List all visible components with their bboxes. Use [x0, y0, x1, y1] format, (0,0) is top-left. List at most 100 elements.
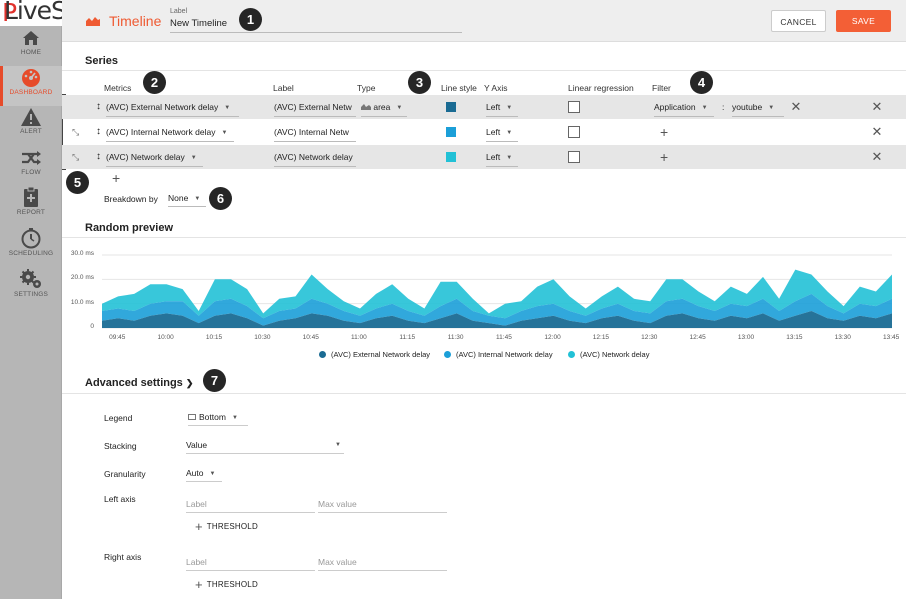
y-axis-select[interactable]: Left ▼ — [486, 98, 518, 117]
x-tick-label: 11:15 — [399, 334, 416, 341]
left-axis-add-threshold-button[interactable]: + THRESHOLD — [195, 519, 258, 534]
sidebar-item-report[interactable]: REPORT — [0, 186, 62, 226]
filter-field-select[interactable]: Application ▼ — [654, 98, 714, 117]
sidebar-item-dashboard[interactable]: DASHBOARD — [0, 66, 62, 106]
chevron-down-icon: ▼ — [221, 130, 228, 136]
y-axis-select[interactable]: Left ▼ — [486, 148, 518, 167]
main-content: Timeline Label New Timeline CANCEL SAVE … — [62, 0, 906, 599]
line-style-swatch[interactable] — [446, 102, 456, 112]
annotation-badge: 1 — [239, 8, 262, 31]
remove-filter-icon[interactable]: ✕ — [790, 99, 802, 114]
y-axis-select[interactable]: Left ▼ — [486, 123, 518, 142]
series-row: ↕ (AVC) External Network delay ▼ (AVC) Ex… — [62, 95, 906, 119]
save-button[interactable]: SAVE — [836, 10, 891, 32]
filter-value-select[interactable]: youtube ▼ — [732, 98, 784, 117]
annotation-badge: 7 — [203, 369, 226, 392]
stacking-setting-label: Stacking — [104, 441, 137, 451]
linear-regression-checkbox[interactable] — [568, 101, 580, 113]
drag-handle-icon[interactable]: ↕ — [96, 101, 101, 112]
granularity-setting-label: Granularity — [104, 469, 146, 479]
sidebar-item-flow[interactable]: FLOW — [0, 148, 62, 188]
left-axis-label-input[interactable]: Label — [186, 497, 315, 513]
x-tick-label: 13:00 — [737, 334, 755, 341]
left-axis-label: Left axis — [104, 494, 136, 504]
series-area-1 — [102, 293, 892, 326]
plus-icon: + — [195, 519, 203, 534]
label-input[interactable]: (AVC) External Netw — [274, 98, 356, 117]
right-axis-add-threshold-button[interactable]: + THRESHOLD — [195, 577, 258, 592]
drag-handle-icon[interactable]: ↕ — [96, 151, 101, 162]
legend-bottom-icon — [188, 414, 196, 420]
y-tick-label: 30.0 ms — [70, 250, 94, 257]
drag-handle-icon[interactable]: ↕ — [96, 126, 101, 137]
linear-regression-checkbox[interactable] — [568, 126, 580, 138]
legend-item[interactable]: (AVC) Internal Network delay — [444, 350, 553, 359]
link-icon[interactable]: ⤡ — [72, 152, 80, 162]
cancel-button[interactable]: CANCEL — [771, 10, 826, 32]
x-tick-label: 12:30 — [641, 334, 658, 341]
sidebar-item-scheduling[interactable]: SCHEDULING — [0, 227, 62, 267]
add-filter-icon[interactable]: + — [660, 149, 669, 165]
sidebar-item-settings[interactable]: SETTINGS — [0, 268, 62, 308]
x-tick-label: 10:00 — [157, 334, 174, 341]
plus-icon: + — [195, 577, 203, 592]
x-tick-label: 10:45 — [302, 334, 319, 341]
label-input[interactable]: (AVC) Internal Netw — [274, 123, 356, 142]
timeline-label-input[interactable]: New Timeline — [170, 18, 462, 33]
series-group-bracket — [62, 94, 66, 170]
metric-select[interactable]: (AVC) External Network delay ▼ — [106, 98, 239, 117]
label-input[interactable]: (AVC) Network delay — [274, 148, 356, 167]
x-tick-label: 13:30 — [834, 334, 851, 341]
breakdown-select[interactable]: None ▼ — [168, 191, 206, 207]
legend-item[interactable]: (AVC) External Network delay — [319, 350, 430, 359]
col-header-metrics: Metrics — [104, 83, 132, 93]
right-axis-label: Right axis — [104, 552, 142, 562]
alert-icon — [21, 108, 41, 126]
x-tick-label: 10:15 — [205, 334, 223, 341]
legend-select[interactable]: Bottom ▼ — [188, 410, 248, 426]
chevron-down-icon: ▼ — [190, 155, 197, 161]
metric-select[interactable]: (AVC) Network delay ▼ — [106, 148, 203, 167]
legend-dot — [319, 351, 326, 358]
linear-regression-checkbox[interactable] — [568, 151, 580, 163]
remove-series-icon[interactable]: ✕ — [871, 124, 883, 139]
y-tick-label: 0 — [90, 323, 94, 330]
legend-item[interactable]: (AVC) Network delay — [568, 350, 649, 359]
series-area-2 — [102, 269, 892, 319]
type-select[interactable]: area ▼ — [361, 98, 407, 117]
series-row: ⤡ ↕ (AVC) Internal Network delay ▼ (AVC) … — [62, 120, 906, 144]
remove-series-icon[interactable]: ✕ — [871, 149, 883, 164]
sidebar-item-home[interactable]: HOME — [0, 28, 62, 68]
right-axis-max-input[interactable]: Max value — [318, 555, 447, 571]
series-section-title: Series — [85, 55, 119, 67]
right-axis-label-input[interactable]: Label — [186, 555, 315, 571]
granularity-select[interactable]: Auto ▼ — [186, 466, 222, 482]
advanced-settings-toggle[interactable]: Advanced settings ❯ — [85, 377, 194, 389]
sidebar-item-alert[interactable]: ALERT — [0, 107, 62, 147]
x-tick-label: 12:45 — [689, 334, 706, 341]
remove-series-icon[interactable]: ✕ — [871, 99, 883, 114]
chevron-down-icon: ❯ — [185, 378, 194, 388]
scheduling-icon — [21, 228, 41, 249]
label-caption: Label — [170, 8, 188, 15]
link-icon[interactable]: ⤡ — [72, 127, 80, 137]
col-header-line-style: Line style — [441, 83, 477, 93]
line-style-swatch[interactable] — [446, 152, 456, 162]
annotation-badge: 5 — [66, 171, 89, 194]
x-tick-label: 09:45 — [109, 334, 126, 341]
add-series-icon[interactable]: + — [112, 170, 121, 186]
x-tick-label: 11:30 — [447, 334, 464, 341]
x-tick-label: 11:45 — [496, 334, 512, 341]
left-axis-max-input[interactable]: Max value — [318, 497, 447, 513]
line-style-swatch[interactable] — [446, 127, 456, 137]
metric-select[interactable]: (AVC) Internal Network delay ▼ — [106, 123, 234, 142]
stacking-select[interactable]: Value ▼ — [186, 438, 344, 454]
dashboard-icon — [22, 69, 40, 87]
flow-icon — [22, 151, 41, 165]
add-filter-icon[interactable]: + — [660, 124, 669, 140]
divider — [62, 70, 906, 71]
legend-dot — [444, 351, 451, 358]
col-header-label: Label — [273, 83, 294, 93]
annotation-badge: 3 — [408, 71, 431, 94]
area-chart-icon — [86, 17, 100, 26]
